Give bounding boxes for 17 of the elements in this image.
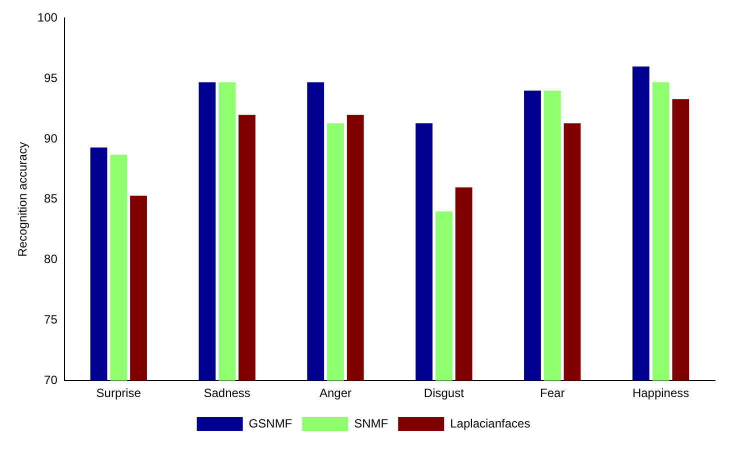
x-tick-label: Happiness	[632, 386, 690, 400]
x-tick-label: Anger	[319, 386, 352, 400]
legend-label: GSNMF	[248, 416, 292, 430]
y-tick-label: 90	[44, 131, 58, 146]
legend-label: SNMF	[354, 416, 388, 430]
y-tick-label: 85	[44, 192, 58, 206]
y-tick-label: 80	[44, 252, 58, 266]
x-tick-label: Surprise	[96, 386, 142, 400]
y-tick-label: 75	[44, 312, 58, 327]
legend-label: Laplacianfaces	[450, 416, 530, 430]
x-tick-label: Fear	[540, 386, 565, 400]
y-axis-title: Recognition accuracy	[16, 142, 30, 257]
y-tick-label: 95	[44, 70, 58, 85]
y-tick-label: 70	[44, 372, 58, 387]
x-tick-label: Sadness	[204, 386, 250, 400]
y-tick-label: 100	[37, 10, 58, 25]
x-tick-label: Disgust	[424, 386, 465, 400]
